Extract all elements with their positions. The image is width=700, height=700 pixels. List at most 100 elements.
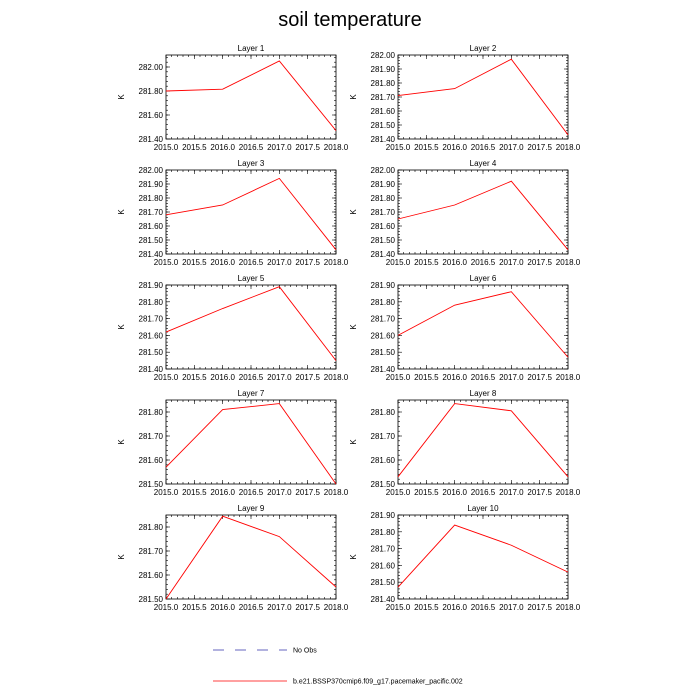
y-tick-label: 281.70 bbox=[139, 208, 164, 217]
y-axis-label: K bbox=[349, 324, 358, 330]
plot-frame bbox=[397, 169, 569, 255]
x-tick-label: 2015.0 bbox=[154, 258, 179, 267]
y-tick-label: 282.00 bbox=[371, 51, 396, 60]
x-tick-label: 2015.5 bbox=[182, 603, 207, 612]
legend: No Obs b.e21.BSSP370cmip6.f09_g17.pacema… bbox=[213, 648, 463, 686]
y-tick-label: 281.90 bbox=[371, 281, 396, 290]
x-tick-label: 2015.5 bbox=[182, 373, 207, 382]
series-line-layer-8 bbox=[397, 403, 569, 478]
y-tick-label: 281.80 bbox=[371, 298, 396, 307]
x-tick-label: 2016.5 bbox=[239, 603, 264, 612]
y-tick-label: 281.50 bbox=[371, 578, 396, 587]
x-tick-label: 2017.0 bbox=[267, 143, 292, 152]
y-tick-label: 282.00 bbox=[139, 166, 164, 175]
panel-title: Layer 2 bbox=[470, 44, 497, 53]
y-tick-label: 281.50 bbox=[139, 595, 164, 604]
y-tick-label: 281.40 bbox=[139, 365, 164, 374]
y-tick-label: 281.80 bbox=[139, 87, 164, 96]
y-tick-label: 281.90 bbox=[139, 180, 164, 189]
panel-title: Layer 4 bbox=[470, 159, 497, 168]
plot-frame bbox=[165, 514, 337, 600]
x-tick-label: 2018.0 bbox=[324, 258, 349, 267]
y-tick-label: 281.50 bbox=[139, 480, 164, 489]
x-tick-label: 2016.5 bbox=[239, 488, 264, 497]
x-tick-label: 2017.5 bbox=[527, 143, 552, 152]
y-tick-label: 281.60 bbox=[371, 331, 396, 340]
x-tick-label: 2017.5 bbox=[295, 258, 320, 267]
x-tick-label: 2016.0 bbox=[442, 488, 467, 497]
y-axis-label: K bbox=[117, 94, 126, 100]
panel-title: Layer 5 bbox=[238, 274, 265, 283]
x-tick-label: 2016.0 bbox=[210, 143, 235, 152]
series-line-layer-2 bbox=[397, 58, 569, 136]
x-tick-label: 2015.5 bbox=[182, 143, 207, 152]
plot-frame bbox=[165, 399, 337, 485]
x-tick-label: 2018.0 bbox=[324, 143, 349, 152]
x-tick-label: 2017.0 bbox=[499, 143, 524, 152]
y-tick-label: 281.70 bbox=[371, 315, 396, 324]
y-tick-label: 281.50 bbox=[371, 236, 396, 245]
x-tick-label: 2017.0 bbox=[267, 373, 292, 382]
x-tick-label: 2015.0 bbox=[386, 143, 411, 152]
x-tick-label: 2016.0 bbox=[442, 143, 467, 152]
y-tick-label: 281.90 bbox=[139, 281, 164, 290]
plot-frame bbox=[397, 284, 569, 370]
series-line-layer-1 bbox=[165, 60, 337, 131]
y-tick-label: 281.50 bbox=[139, 236, 164, 245]
y-axis-label: K bbox=[117, 209, 126, 215]
panel-title: Layer 10 bbox=[467, 504, 499, 513]
x-tick-label: 2015.0 bbox=[386, 373, 411, 382]
x-tick-label: 2015.5 bbox=[414, 143, 439, 152]
y-axis-label: K bbox=[349, 209, 358, 215]
x-tick-label: 2017.0 bbox=[499, 488, 524, 497]
x-tick-label: 2018.0 bbox=[556, 143, 581, 152]
x-tick-label: 2016.5 bbox=[471, 258, 496, 267]
y-tick-label: 281.70 bbox=[139, 315, 164, 324]
y-axis-label: K bbox=[349, 94, 358, 100]
x-tick-label: 2017.5 bbox=[527, 373, 552, 382]
y-tick-label: 281.70 bbox=[371, 432, 396, 441]
x-tick-label: 2015.0 bbox=[154, 143, 179, 152]
x-tick-label: 2016.0 bbox=[210, 603, 235, 612]
y-tick-label: 281.80 bbox=[139, 194, 164, 203]
y-tick-label: 281.60 bbox=[139, 571, 164, 580]
legend-label-no-obs: No Obs bbox=[293, 648, 317, 655]
y-axis-label: K bbox=[117, 554, 126, 560]
x-tick-label: 2015.0 bbox=[386, 488, 411, 497]
x-tick-label: 2015.5 bbox=[414, 373, 439, 382]
x-tick-label: 2016.0 bbox=[442, 258, 467, 267]
y-tick-label: 281.40 bbox=[371, 250, 396, 259]
x-tick-label: 2017.0 bbox=[267, 488, 292, 497]
plot-frame bbox=[165, 169, 337, 255]
y-tick-label: 281.70 bbox=[371, 545, 396, 554]
y-tick-label: 281.60 bbox=[371, 456, 396, 465]
y-tick-label: 281.40 bbox=[139, 250, 164, 259]
x-tick-label: 2015.5 bbox=[182, 488, 207, 497]
x-tick-label: 2016.0 bbox=[210, 258, 235, 267]
y-tick-label: 281.40 bbox=[139, 135, 164, 144]
x-tick-label: 2015.5 bbox=[414, 258, 439, 267]
x-tick-label: 2015.0 bbox=[386, 258, 411, 267]
x-tick-label: 2015.5 bbox=[414, 603, 439, 612]
x-tick-label: 2018.0 bbox=[556, 258, 581, 267]
x-tick-label: 2018.0 bbox=[556, 373, 581, 382]
x-tick-label: 2018.0 bbox=[556, 488, 581, 497]
series-line-layer-10 bbox=[397, 524, 569, 588]
plot-frame bbox=[397, 399, 569, 485]
legend-label-series: b.e21.BSSP370cmip6.f09_g17.pacemaker_pac… bbox=[293, 679, 463, 686]
y-tick-label: 281.40 bbox=[371, 595, 396, 604]
y-tick-label: 281.50 bbox=[139, 348, 164, 357]
y-tick-label: 281.50 bbox=[371, 348, 396, 357]
panel-title: Layer 6 bbox=[470, 274, 497, 283]
series-line-layer-5 bbox=[165, 286, 337, 361]
y-axis-label: K bbox=[117, 439, 126, 445]
panel-title: Layer 1 bbox=[238, 44, 265, 53]
x-tick-label: 2017.0 bbox=[499, 603, 524, 612]
